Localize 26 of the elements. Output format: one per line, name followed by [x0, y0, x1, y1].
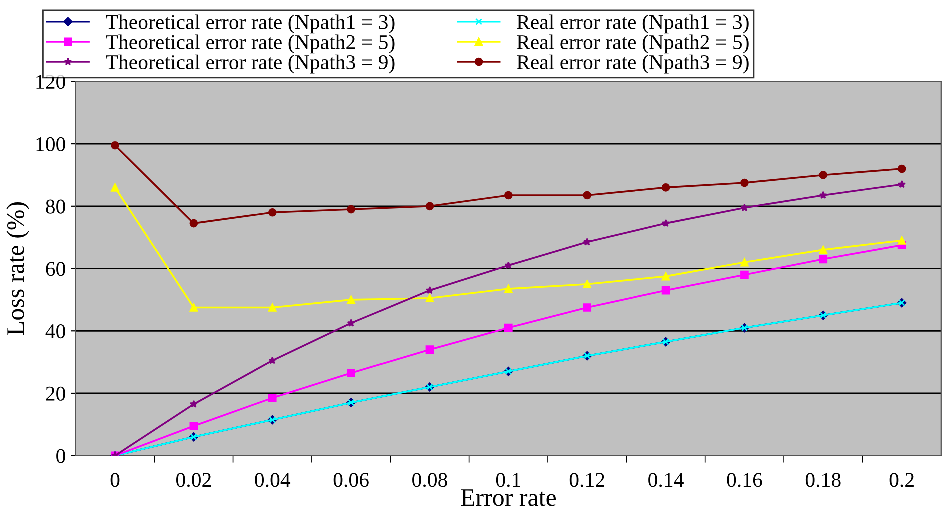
x-tick-label: 0.18	[806, 473, 841, 488]
x-tick-label: 0.1	[496, 473, 520, 488]
y-axis-title: Loss rate (%)	[6, 202, 30, 336]
x-tick-label: 0.06	[334, 473, 369, 488]
x-tick-label: 0.08	[412, 473, 448, 488]
y-tick-label: 60	[46, 262, 66, 276]
legend-label: Theoretical error rate (Npath2 = 5)	[106, 34, 395, 54]
y-tick-label: 80	[46, 200, 66, 214]
y-tick-label: 40	[46, 324, 66, 339]
legend-label: Real error rate (Npath2 = 5)	[517, 34, 749, 54]
legend-label: Theoretical error rate (Npath3 = 9)	[106, 54, 395, 74]
x-tick-label: 0.02	[176, 473, 212, 488]
x-tick-label: 0.2	[890, 473, 914, 488]
y-tick-label: 0	[56, 449, 66, 464]
x-tick-label: 0.16	[727, 473, 762, 488]
y-tick-label: 100	[36, 137, 66, 152]
x-tick-label: 0	[110, 473, 120, 488]
legend-label: Real error rate (Npath1 = 3)	[517, 14, 749, 34]
x-tick-label: 0.14	[648, 473, 684, 488]
x-axis-title: Error rate	[461, 490, 556, 506]
x-tick-label: 0.12	[570, 473, 604, 488]
legend-label: Theoretical error rate (Npath1 = 3)	[106, 14, 395, 34]
x-tick-label: 0.04	[255, 473, 291, 488]
y-tick-label: 120	[36, 75, 66, 90]
y-tick-label: 20	[46, 386, 66, 401]
legend-label: Real error rate (Npath3 = 9)	[517, 54, 749, 74]
